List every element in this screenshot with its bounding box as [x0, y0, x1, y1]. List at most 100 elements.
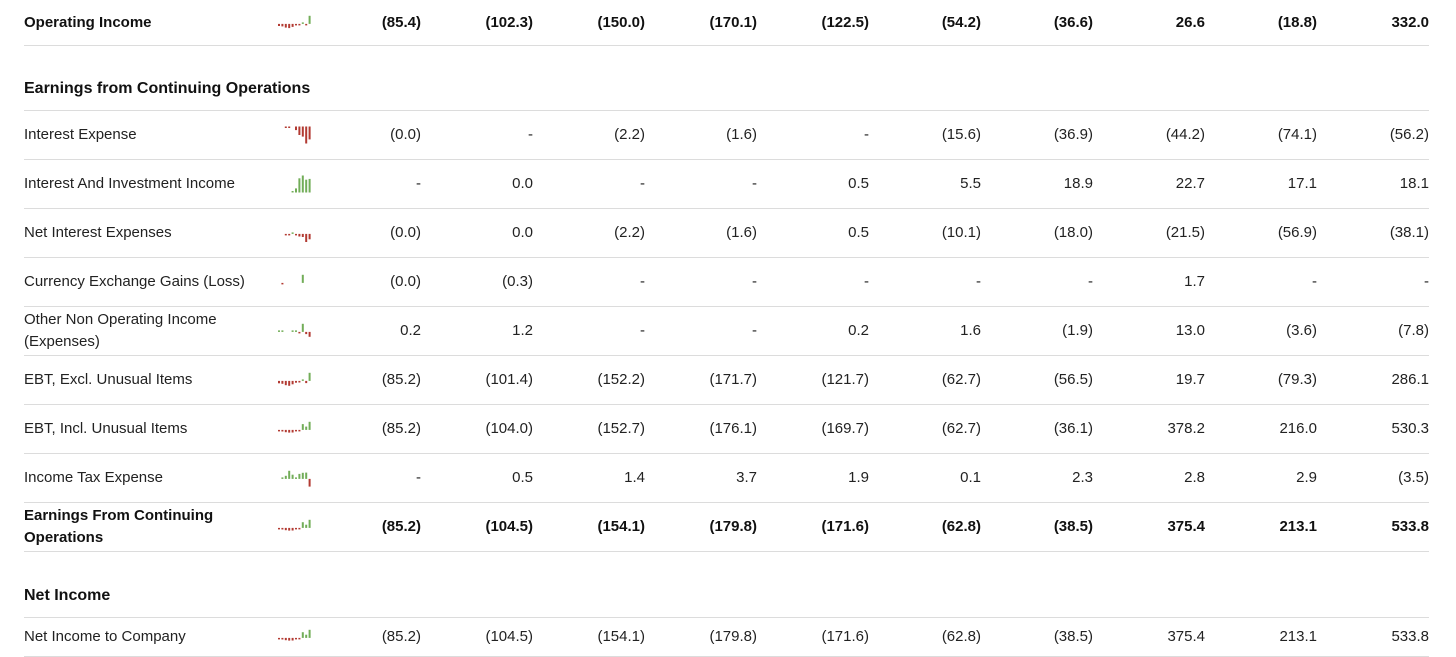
row-label: Operating Income	[24, 14, 152, 31]
value-cell: 26.6	[1175, 14, 1205, 31]
value-cell: 0.5	[512, 469, 533, 486]
sparkline-chart	[278, 519, 311, 531]
section-title: Earnings from Continuing Operations	[24, 80, 311, 97]
value-cell: -	[864, 126, 869, 143]
table-row: Operating Income (85.4) (102.3) (150.0) (170…	[24, 0, 1429, 46]
sparkline-bar	[288, 23, 291, 29]
value-cell: (0.0)	[390, 126, 421, 143]
sparkline-bar	[298, 380, 301, 383]
sparkline-bar	[281, 282, 284, 285]
value-cell: 332.0	[1391, 14, 1429, 31]
sparkline-chart	[281, 470, 311, 487]
value-cell: -	[752, 322, 757, 339]
row-label: Earnings From Continuing Operations	[24, 507, 214, 546]
sparkline-bar	[298, 527, 301, 530]
value-cell: -	[1088, 273, 1093, 290]
sparkline-bar	[295, 477, 297, 479]
sparkline-bar	[284, 23, 287, 28]
value-cell: -	[864, 273, 869, 290]
value-cell: (101.4)	[485, 371, 533, 388]
sparkline-bar	[301, 175, 304, 193]
sparkline-bar	[278, 527, 280, 530]
sparkline-bar	[291, 429, 294, 433]
value-cell: (36.9)	[1053, 126, 1093, 143]
value-cell: (154.1)	[597, 628, 645, 645]
sparkline-bar	[305, 233, 308, 242]
row-label: Currency Exchange Gains (Loss)	[24, 273, 245, 290]
sparkline-bar	[295, 527, 297, 530]
sparkline-bar	[291, 527, 294, 531]
table-row: Interest And Investment Income - 0.0 - - 0.5 5…	[24, 160, 1429, 209]
sparkline-chart	[291, 175, 311, 193]
sparkline-chart	[278, 629, 311, 641]
table-row: Net Interest Expenses (0.0) 0.0 (2.2) (1.6) 0…	[24, 209, 1429, 258]
value-cell: (1.6)	[726, 126, 757, 143]
value-cell: (38.5)	[1053, 518, 1093, 535]
value-cell: (104.0)	[485, 420, 533, 437]
value-cell: (62.8)	[941, 628, 981, 645]
value-cell: 213.1	[1279, 518, 1317, 535]
value-cell: 0.2	[400, 322, 421, 339]
sparkline-bar	[291, 330, 294, 332]
row-label: Interest Expense	[24, 126, 137, 143]
value-cell: (56.9)	[1277, 224, 1317, 241]
value-cell: 18.9	[1063, 175, 1093, 192]
value-cell: (152.7)	[597, 420, 645, 437]
value-cell: 0.1	[960, 469, 981, 486]
value-cell: (36.1)	[1053, 420, 1093, 437]
row-label: Net Income to Company	[24, 628, 186, 645]
sparkline-bar	[288, 470, 291, 479]
sparkline-bar	[278, 637, 280, 640]
value-cell: -	[640, 175, 645, 192]
sparkline-bar	[288, 233, 291, 236]
sparkline-bar	[284, 527, 287, 531]
value-cell: 22.7	[1175, 175, 1205, 192]
sparkline-chart	[284, 232, 311, 242]
table-row: EBT, Excl. Unusual Items (85.2) (101.4) (15…	[24, 356, 1429, 405]
value-cell: (2.2)	[614, 224, 645, 241]
sparkline-bar	[301, 472, 304, 479]
value-cell: (152.2)	[597, 371, 645, 388]
value-cell: (0.3)	[502, 273, 533, 290]
value-cell: (170.1)	[709, 14, 757, 31]
sparkline-bar	[295, 188, 297, 193]
value-cell: (21.5)	[1165, 224, 1205, 241]
row-label: EBT, Excl. Unusual Items	[24, 371, 193, 388]
value-cell: (171.6)	[821, 628, 869, 645]
value-cell: 5.5	[960, 175, 981, 192]
sparkline-bar	[295, 233, 297, 236]
row-label: Other Non Operating Income (Expenses)	[24, 311, 217, 350]
sparkline-bar	[288, 380, 291, 386]
value-cell: 2.8	[1184, 469, 1205, 486]
sparkline-bar	[305, 331, 308, 335]
value-cell: -	[1312, 273, 1317, 290]
sparkline-bar	[308, 178, 311, 193]
value-cell: 2.3	[1072, 469, 1093, 486]
value-cell: 17.1	[1287, 175, 1317, 192]
sparkline-bar	[301, 126, 304, 137]
value-cell: (10.1)	[941, 224, 981, 241]
value-cell: (85.2)	[381, 628, 421, 645]
value-cell: -	[1424, 273, 1429, 290]
sparkline-bar	[284, 380, 287, 386]
value-cell: (38.5)	[1053, 628, 1093, 645]
value-cell: (54.2)	[941, 14, 981, 31]
value-cell: 533.8	[1391, 518, 1429, 535]
value-cell: (85.2)	[381, 518, 421, 535]
sparkline-chart	[278, 421, 311, 433]
value-cell: 0.5	[848, 175, 869, 192]
row-label: Income Tax Expense	[24, 469, 163, 486]
value-cell: (3.6)	[1286, 322, 1317, 339]
value-cell: 1.7	[1184, 273, 1205, 290]
value-cell: (85.2)	[381, 371, 421, 388]
value-cell: (36.6)	[1053, 14, 1093, 31]
sparkline-bar	[298, 23, 301, 26]
value-cell: (2.2)	[614, 126, 645, 143]
sparkline-bar	[278, 380, 280, 384]
value-cell: 1.9	[848, 469, 869, 486]
value-cell: -	[640, 322, 645, 339]
table-row: Net Income to Company (85.2) (104.5) (154.1…	[24, 618, 1429, 657]
table-row: Income Tax Expense - 0.5 1.4 3.7 1.9 0.1 2.3 2.8…	[24, 454, 1429, 503]
sparkline-bar	[284, 126, 287, 128]
